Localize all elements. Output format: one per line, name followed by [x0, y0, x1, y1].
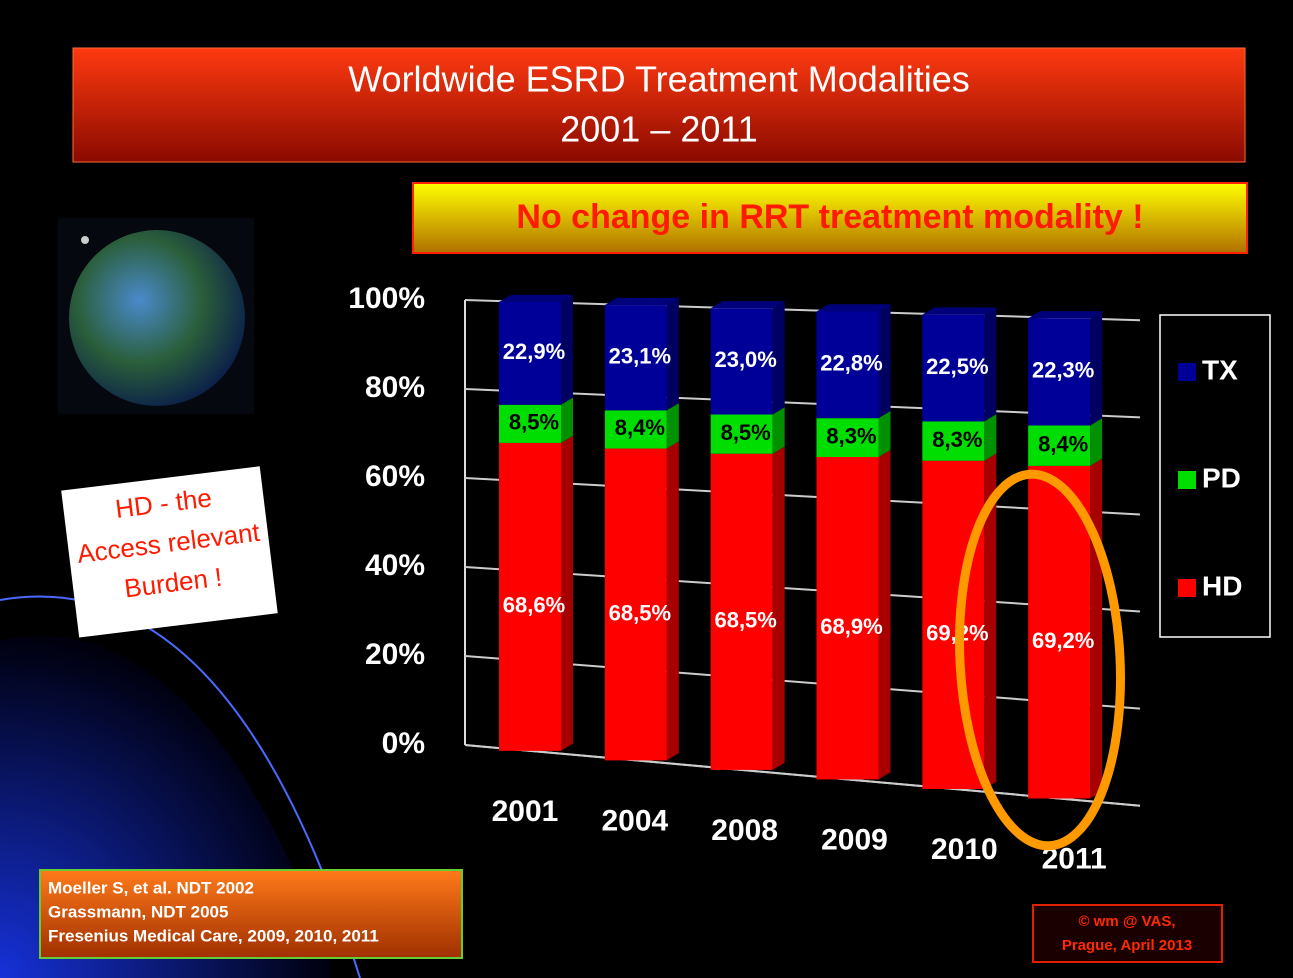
value-label: 23,1%	[609, 344, 671, 369]
value-label: 69,2%	[1032, 628, 1094, 653]
y-tick-label: 0%	[382, 727, 425, 760]
moon	[81, 236, 89, 244]
legend-swatch	[1178, 363, 1196, 381]
earth	[69, 230, 245, 406]
bar-side	[984, 414, 996, 461]
value-label: 8,4%	[1038, 431, 1088, 456]
credit-line: © wm @ VAS,	[1078, 913, 1175, 930]
source-line: Fresenius Medical Care, 2009, 2010, 2011	[48, 926, 379, 945]
bar-side	[561, 398, 573, 443]
bar-side	[667, 403, 679, 448]
x-tick-label: 2009	[821, 823, 888, 856]
value-label: 8,3%	[932, 427, 982, 452]
value-label: 68,5%	[714, 608, 776, 633]
x-tick-label: 2001	[492, 795, 559, 828]
legend-swatch	[1178, 579, 1196, 597]
legend-label: HD	[1202, 570, 1242, 601]
bar-top	[922, 307, 996, 314]
y-tick-label: 20%	[365, 638, 425, 671]
bar-top	[817, 304, 891, 311]
source-line: Grassmann, NDT 2005	[48, 902, 228, 921]
x-tick-label: 2010	[931, 833, 998, 866]
value-label: 8,5%	[509, 410, 559, 435]
y-tick-label: 40%	[365, 549, 425, 582]
chart-title: Worldwide ESRD Treatment Modalities	[348, 59, 970, 100]
value-label: 68,6%	[503, 593, 565, 618]
source-line: Moeller S, et al. NDT 2002	[48, 878, 254, 897]
annotation: No change in RRT treatment modality !	[516, 198, 1143, 236]
value-label: 22,9%	[503, 339, 565, 364]
y-tick-label: 100%	[348, 282, 425, 315]
legend-label: PD	[1202, 462, 1241, 493]
value-label: 68,9%	[820, 614, 882, 639]
value-label: 8,4%	[615, 415, 665, 440]
bar-top	[605, 298, 679, 305]
value-label: 23,0%	[714, 347, 776, 372]
chart-subtitle: 2001 – 2011	[560, 109, 758, 150]
value-label: 22,8%	[820, 351, 882, 376]
bar-top	[499, 295, 573, 302]
value-label: 68,5%	[609, 600, 671, 625]
x-tick-label: 2004	[601, 804, 668, 837]
value-label: 22,3%	[1032, 358, 1094, 383]
value-label: 8,5%	[721, 420, 771, 445]
bar-top	[1028, 311, 1102, 318]
bar-side	[773, 407, 785, 453]
value-label: 22,5%	[926, 354, 988, 379]
slide: Worldwide ESRD Treatment Modalities 2001…	[0, 0, 1293, 978]
legend-swatch	[1178, 471, 1196, 489]
y-tick-label: 80%	[365, 371, 425, 404]
value-label: 8,3%	[826, 423, 876, 448]
bar-side	[879, 411, 891, 457]
bar-top	[711, 301, 785, 308]
y-tick-label: 60%	[365, 460, 425, 493]
legend-label: TX	[1202, 354, 1238, 385]
bar-side	[1090, 418, 1102, 466]
credit-line: Prague, April 2013	[1062, 937, 1192, 954]
x-tick-label: 2008	[711, 814, 778, 847]
